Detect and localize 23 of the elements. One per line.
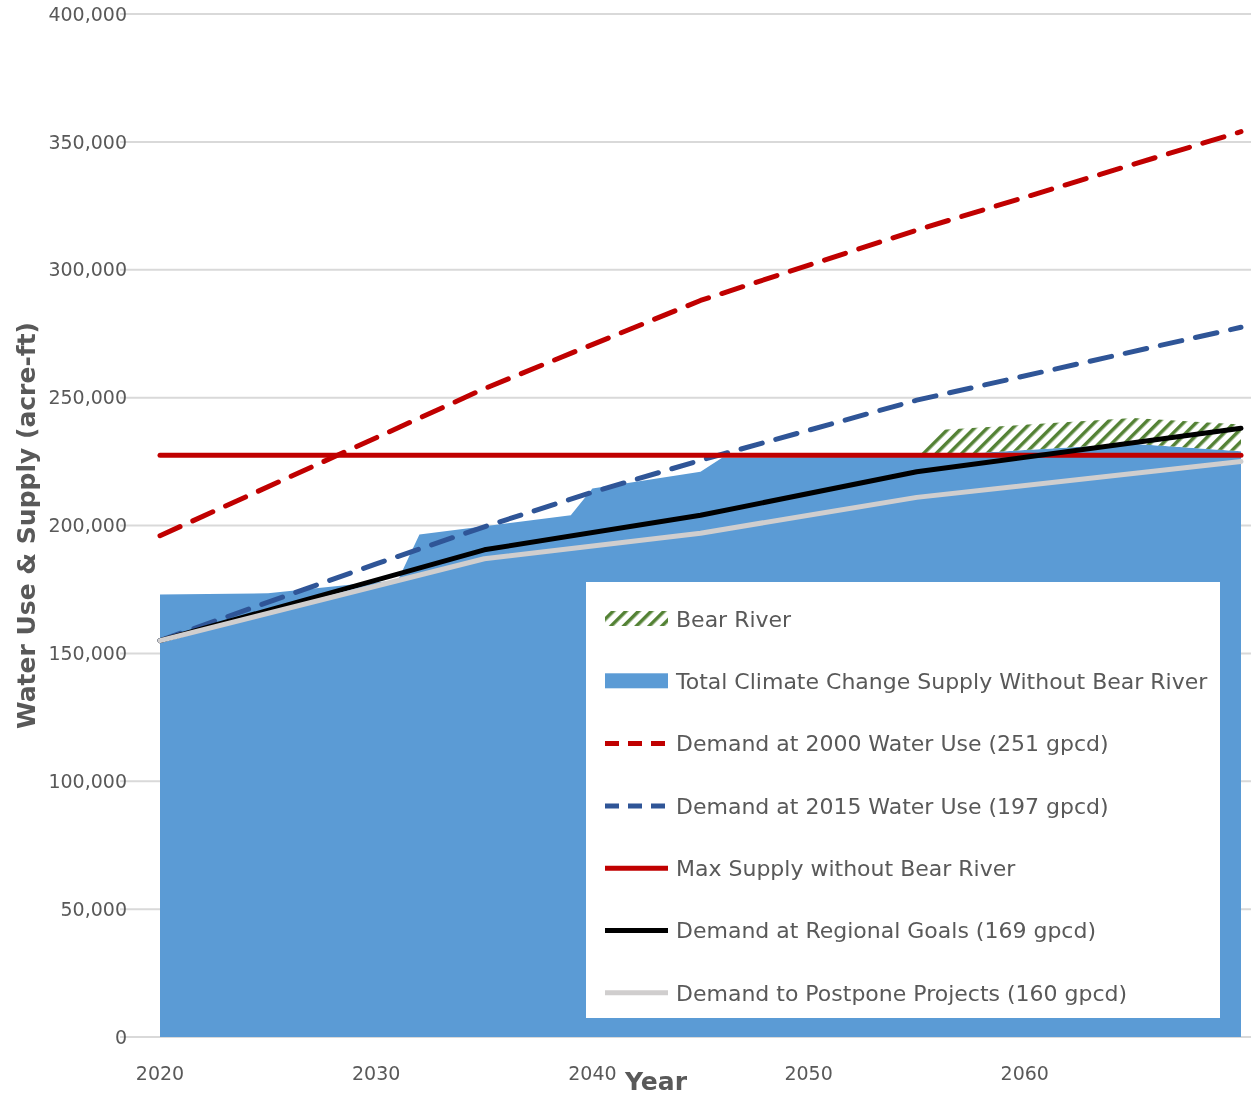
y-tick-label: 350,000: [48, 130, 127, 153]
legend-label: Bear River: [676, 606, 793, 632]
y-tick-label: 200,000: [48, 514, 127, 537]
x-tick-label: 2020: [135, 1062, 185, 1084]
y-tick-label: 0: [114, 1025, 127, 1048]
y-tick-label: 100,000: [48, 769, 127, 792]
legend-label: Demand to Postpone Projects (160 gpcd): [676, 980, 1128, 1006]
legend-label: Total Climate Change Supply Without Bear River: [675, 669, 1209, 694]
x-axis-title: Year: [624, 1067, 688, 1093]
legend-label: Demand at 2000 Water Use (251 gpcd): [676, 731, 1109, 757]
x-tick-label: 2060: [1000, 1062, 1049, 1084]
y-tick-label: 150,000: [48, 642, 127, 665]
y-tick-label: 250,000: [48, 386, 127, 409]
y-tick-label: 50,000: [60, 897, 127, 920]
x-tick-label: 2050: [784, 1062, 833, 1084]
legend-label: Demand at 2015 Water Use (197 gpcd): [676, 793, 1109, 819]
legend-label: Max Supply without Bear River: [676, 855, 1017, 881]
y-tick-label: 300,000: [48, 258, 127, 281]
legend-label: Demand at Regional Goals (169 gpcd): [676, 918, 1096, 944]
y-axis-title: Water Use & Supply (acre-ft): [12, 321, 41, 730]
y-tick-label: 400,000: [48, 2, 127, 25]
x-tick-label: 2040: [568, 1062, 617, 1084]
x-tick-label: 2030: [352, 1062, 401, 1084]
